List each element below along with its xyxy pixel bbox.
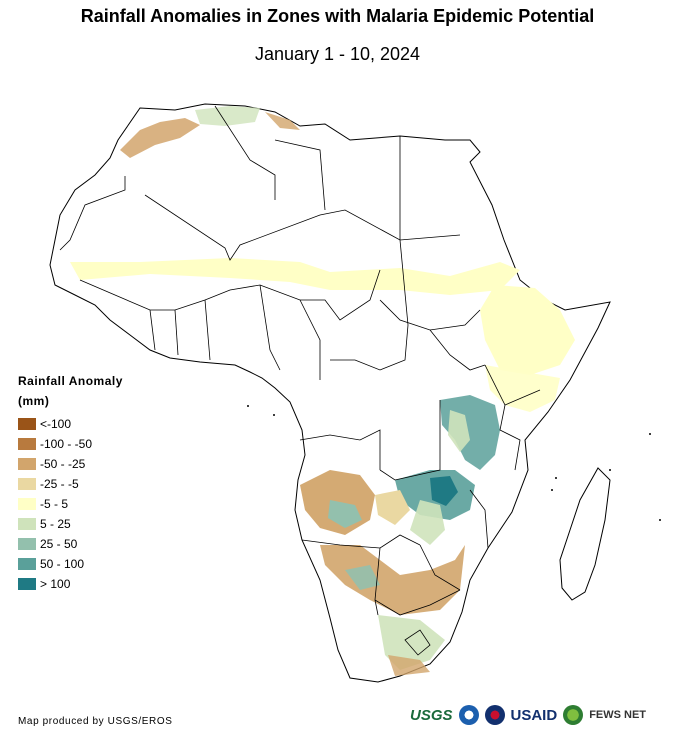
legend-label: -5 - 5: [40, 497, 69, 511]
legend-item: 25 - 50: [18, 534, 123, 554]
legend-swatch: [18, 438, 36, 450]
legend-swatch: [18, 478, 36, 490]
map-subtitle: January 1 - 10, 2024: [254, 44, 421, 64]
africa-outline: [49, 103, 611, 683]
legend-label: 5 - 25: [40, 517, 71, 531]
country-borders: [59, 105, 541, 656]
anomaly-patches: [70, 106, 575, 676]
legend-items: <-100 -100 - -50 -50 - -25 -25 - -5 -5 - 5 5 …: [18, 414, 123, 594]
fews-net-globe-icon: [563, 705, 584, 725]
logo-bar: USGS USAID FEWS NET: [410, 700, 670, 730]
legend-label: > 100: [40, 577, 71, 591]
legend-swatch: [18, 558, 36, 570]
map-title: Rainfall Anomalies in Zones with Malaria…: [80, 6, 595, 26]
legend-item: 5 - 25: [18, 514, 123, 534]
legend-swatch: [18, 498, 36, 510]
legend-swatch: [18, 518, 36, 530]
legend-swatch: [18, 578, 36, 590]
legend-item: <-100: [18, 414, 123, 434]
legend-item: > 100: [18, 574, 123, 594]
legend-item: 50 - 100: [18, 554, 123, 574]
legend: Rainfall Anomaly (mm) <-100 -100 - -50 -50…: [18, 374, 123, 594]
legend-title: Rainfall Anomaly: [18, 374, 123, 388]
legend-label: -100 - -50: [40, 437, 93, 451]
legend-unit: (mm): [18, 394, 50, 408]
usaid-logo: USAID: [510, 706, 558, 724]
legend-item: -25 - -5: [18, 474, 123, 494]
legend-label: -25 - -5: [40, 477, 79, 491]
map-credit: Map produced by USGS/EROS: [18, 716, 173, 727]
fews-net-logo: FEWS NET: [589, 709, 647, 721]
noaa-seal-icon: [458, 705, 479, 725]
legend-label: 25 - 50: [40, 537, 78, 551]
legend-label: <-100: [40, 417, 72, 431]
madagascar-outline: [559, 467, 611, 601]
legend-swatch: [18, 418, 36, 430]
legend-label: 50 - 100: [40, 557, 85, 571]
usaid-seal-icon: [484, 705, 505, 725]
legend-item: -50 - -25: [18, 454, 123, 474]
legend-swatch: [18, 538, 36, 550]
usgs-logo: USGS: [410, 706, 453, 724]
legend-item: -100 - -50: [18, 434, 123, 454]
legend-item: -5 - 5: [18, 494, 123, 514]
legend-label: -50 - -25: [40, 457, 86, 471]
legend-swatch: [18, 458, 36, 470]
islands: [247, 405, 661, 521]
